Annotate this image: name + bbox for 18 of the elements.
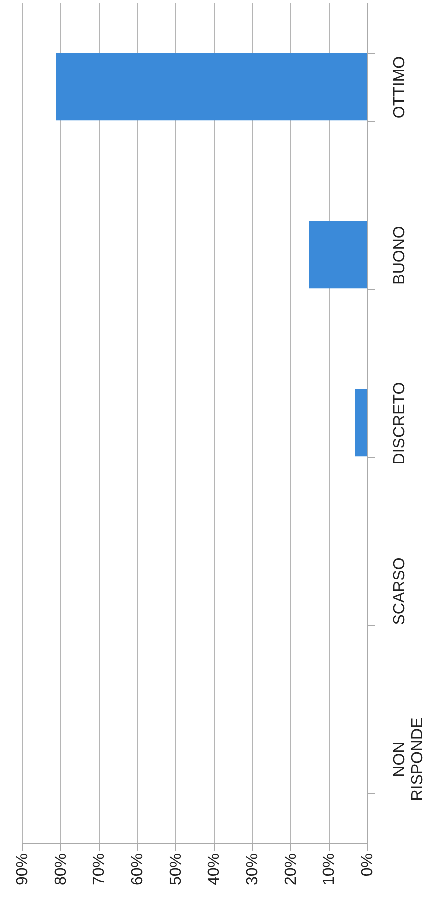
x-tick-label: 20% — [282, 854, 300, 886]
y-tick-label: SCARSO — [392, 558, 408, 626]
x-tick-label: 40% — [206, 854, 224, 886]
x-tick-label: 70% — [91, 854, 108, 886]
x-tick-label: 80% — [52, 854, 70, 886]
y-tick-label: NON RISPONDE — [392, 718, 426, 802]
y-tick-label: DISCRETO — [392, 382, 408, 465]
y-tick-label: OTTIMO — [392, 56, 408, 119]
x-tick-label: 0% — [360, 854, 376, 877]
bar — [310, 221, 367, 289]
x-tick-label: 50% — [168, 854, 185, 886]
x-tick-label: 30% — [244, 854, 262, 886]
x-tick-label: 60% — [130, 854, 146, 886]
x-tick-label: 10% — [321, 854, 338, 886]
bar — [356, 389, 367, 457]
x-tick-label: 90% — [14, 854, 32, 886]
bar — [56, 53, 367, 121]
y-tick-label: BUONO — [392, 226, 408, 285]
